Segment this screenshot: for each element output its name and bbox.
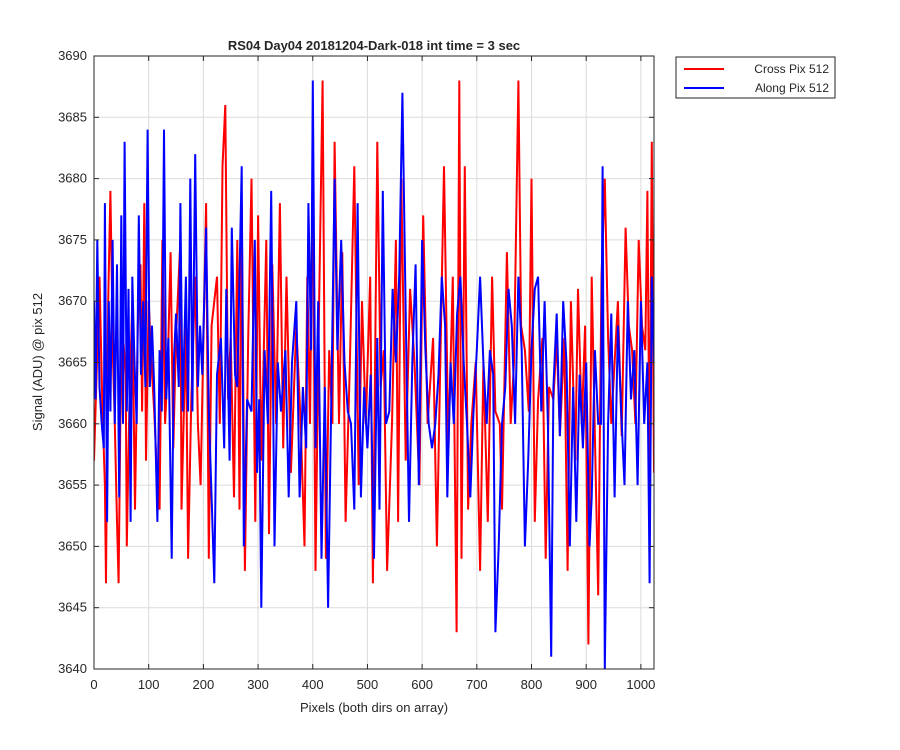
x-tick-label: 300 bbox=[247, 677, 269, 692]
legend: Cross Pix 512 Along Pix 512 bbox=[675, 56, 836, 99]
y-tick-label: 3640 bbox=[58, 661, 87, 676]
y-tick-label: 3675 bbox=[58, 232, 87, 247]
legend-label-along: Along Pix 512 bbox=[755, 81, 829, 95]
y-tick-label: 3650 bbox=[58, 538, 87, 553]
x-tick-label: 400 bbox=[302, 677, 324, 692]
axis-ticks: 0 100 200 300 400 500 600 700 800 900 1000 3640 3645… bbox=[58, 48, 655, 692]
series-layer bbox=[94, 80, 654, 669]
x-tick-label: 1000 bbox=[626, 677, 655, 692]
x-tick-label: 500 bbox=[357, 677, 379, 692]
y-tick-label: 3680 bbox=[58, 171, 87, 186]
x-tick-label: 600 bbox=[411, 677, 433, 692]
legend-box bbox=[675, 56, 836, 99]
y-tick-label: 3645 bbox=[58, 600, 87, 615]
y-tick-label: 3660 bbox=[58, 416, 87, 431]
x-tick-label: 100 bbox=[138, 677, 160, 692]
y-tick-label: 3665 bbox=[58, 355, 87, 370]
x-tick-label: 700 bbox=[466, 677, 488, 692]
y-tick-label: 3670 bbox=[58, 293, 87, 308]
x-tick-label: 200 bbox=[193, 677, 215, 692]
series-line-along-pix-512 bbox=[94, 80, 654, 669]
x-tick-label: 800 bbox=[521, 677, 543, 692]
x-tick-label: 900 bbox=[575, 677, 597, 692]
y-tick-label: 3690 bbox=[58, 48, 87, 63]
x-tick-label: 0 bbox=[90, 677, 97, 692]
chart-title: RS04 Day04 20181204-Dark-018 int time = … bbox=[228, 38, 520, 53]
y-axis-label: Signal (ADU) @ pix 512 bbox=[30, 293, 45, 431]
legend-label-cross: Cross Pix 512 bbox=[754, 62, 829, 76]
x-axis-label: Pixels (both dirs on array) bbox=[300, 700, 448, 715]
y-tick-label: 3655 bbox=[58, 477, 87, 492]
y-tick-label: 3685 bbox=[58, 109, 87, 124]
